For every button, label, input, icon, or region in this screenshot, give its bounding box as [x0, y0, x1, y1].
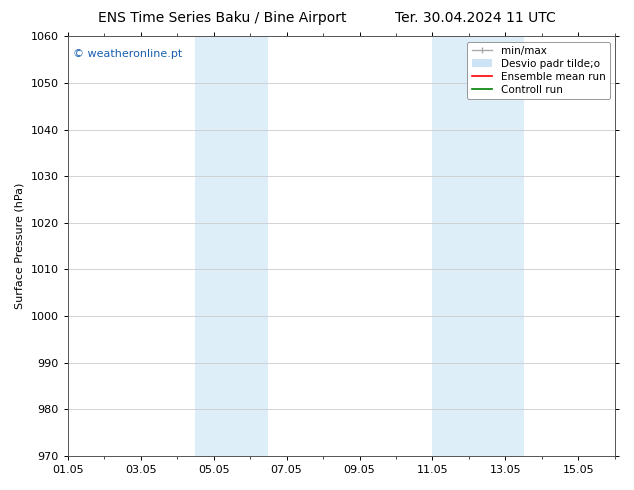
Bar: [432, 36, 524, 456]
Text: © weatheronline.pt: © weatheronline.pt: [73, 49, 183, 59]
Legend: min/max, Desvio padr tilde;o, Ensemble mean run, Controll run: min/max, Desvio padr tilde;o, Ensemble m…: [467, 42, 610, 99]
Text: Ter. 30.04.2024 11 UTC: Ter. 30.04.2024 11 UTC: [395, 11, 556, 25]
Y-axis label: Surface Pressure (hPa): Surface Pressure (hPa): [15, 183, 25, 309]
Text: ENS Time Series Baku / Bine Airport: ENS Time Series Baku / Bine Airport: [98, 11, 346, 25]
Bar: [195, 36, 268, 456]
